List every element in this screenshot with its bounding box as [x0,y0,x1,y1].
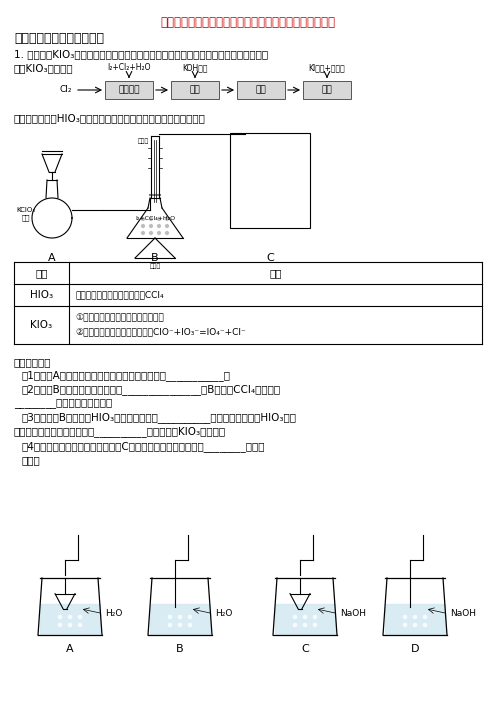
Text: ②碱性条件下易发生氧化反应：ClO⁻+IO₃⁻=IO₄⁻+Cl⁻: ②碱性条件下易发生氧化反应：ClO⁻+IO₃⁻=IO₄⁻+Cl⁻ [75,328,246,336]
Text: I₂+Cl₂+H₂O: I₂+Cl₂+H₂O [107,63,151,72]
Text: Cl₂: Cl₂ [60,86,72,95]
Circle shape [303,623,307,627]
Circle shape [403,615,407,619]
Text: 品中KIO₃的纯度：: 品中KIO₃的纯度： [14,63,73,73]
Text: （4）为充分吸收尾气，保护环境，C处应用最适合的实验装置是________（填序: （4）为充分吸收尾气，保护环境，C处应用最适合的实验装置是________（填序 [22,442,265,453]
Text: 冷凝管: 冷凝管 [137,138,149,144]
Text: 号）。: 号）。 [22,455,41,465]
Circle shape [149,232,152,234]
Text: 检测: 检测 [321,86,332,95]
Text: H₂O: H₂O [215,609,232,618]
Circle shape [149,218,152,220]
Text: H₂O: H₂O [105,609,123,618]
Text: 煮沸至接近于无色，其目的是__________，避免降低KIO₃的产率。: 煮沸至接近于无色，其目的是__________，避免降低KIO₃的产率。 [14,427,226,437]
Text: C: C [301,644,309,654]
Circle shape [158,218,161,220]
Text: 制取碘酸: 制取碘酸 [118,86,140,95]
Text: （2）装置B中反应的化学方程式为_______________，B中所加CCl₄的作用是: （2）装置B中反应的化学方程式为_______________，B中所加CCl₄… [22,385,281,395]
Circle shape [303,615,307,619]
Circle shape [58,623,62,627]
Circle shape [166,232,169,234]
Text: 回答下列问题: 回答下列问题 [14,357,52,367]
Text: ________从而加快反应速率。: ________从而加快反应速率。 [14,398,112,408]
Text: A: A [66,644,74,654]
Circle shape [78,615,82,619]
Text: NaOH: NaOH [450,609,476,618]
Bar [105,81,153,99]
Bar [171,81,219,99]
Circle shape [166,225,169,227]
Circle shape [141,218,144,220]
Circle shape [413,623,417,627]
Circle shape [313,623,317,627]
Bar [303,81,351,99]
Text: 1. 碘酸钾（KIO₃）是重要的微量元素碘添加剂。实验室设计下列实验流程制取并测定产: 1. 碘酸钾（KIO₃）是重要的微量元素碘添加剂。实验室设计下列实验流程制取并测… [14,49,268,59]
Circle shape [423,623,427,627]
Circle shape [141,232,144,234]
Text: KIO₃: KIO₃ [30,320,53,330]
Text: 物质: 物质 [35,268,48,278]
Text: KOH溶液: KOH溶液 [182,63,208,72]
Circle shape [68,615,72,619]
Text: 酒精灯: 酒精灯 [149,263,161,269]
Text: KI溶液+稀盐酸: KI溶液+稀盐酸 [309,63,345,72]
Circle shape [188,623,192,627]
Circle shape [68,623,72,627]
Text: C: C [266,253,274,263]
Text: KClO₃
固体: KClO₃ 固体 [16,207,36,221]
Text: HIO₃: HIO₃ [30,290,53,300]
Circle shape [158,232,161,234]
Circle shape [178,623,182,627]
Text: 中和: 中和 [189,86,200,95]
Circle shape [158,225,161,227]
Circle shape [168,623,172,627]
Text: I₂+CCl₄+H₂O: I₂+CCl₄+H₂O [135,216,175,220]
Text: 一、高中化学氧化还原反应: 一、高中化学氧化还原反应 [14,32,104,44]
Circle shape [403,623,407,627]
Circle shape [293,623,297,627]
Text: NaOH: NaOH [340,609,366,618]
Bar [230,133,310,228]
Text: （1）装置A中参加反应的盐酸所表现的化学性质为___________。: （1）装置A中参加反应的盐酸所表现的化学性质为___________。 [22,371,231,381]
Circle shape [58,615,62,619]
Text: 重庆备战高考化学压轴题专题氧化还原反应的经典综合题: 重庆备战高考化学压轴题专题氧化还原反应的经典综合题 [161,15,335,29]
Circle shape [78,623,82,627]
Text: 分离: 分离 [255,86,266,95]
Circle shape [149,225,152,227]
Text: 其中制取碘酸（HIO₃）的实验装置见图，有关物质的性质列于表中: 其中制取碘酸（HIO₃）的实验装置见图，有关物质的性质列于表中 [14,113,206,123]
Circle shape [313,615,317,619]
Text: B: B [151,253,159,263]
Text: 白色固体，能溶于水，难溶于CCl₄: 白色固体，能溶于水，难溶于CCl₄ [75,291,164,300]
Text: B: B [176,644,184,654]
Text: A: A [48,253,56,263]
Circle shape [178,615,182,619]
Text: ①白色固体，能溶于水，难溶于乙醇: ①白色固体，能溶于水，难溶于乙醇 [75,314,164,322]
Circle shape [168,615,172,619]
Bar [237,81,285,99]
Text: （3）分离出B中制得的HIO₃水溶液的操作为__________；中和之前，需将HIO₃溶液: （3）分离出B中制得的HIO₃水溶液的操作为__________；中和之前，需将… [22,413,297,423]
Circle shape [413,615,417,619]
Text: D: D [411,644,419,654]
Text: 性质: 性质 [269,268,282,278]
Circle shape [293,615,297,619]
Circle shape [188,615,192,619]
Circle shape [166,218,169,220]
Circle shape [141,225,144,227]
Circle shape [423,615,427,619]
